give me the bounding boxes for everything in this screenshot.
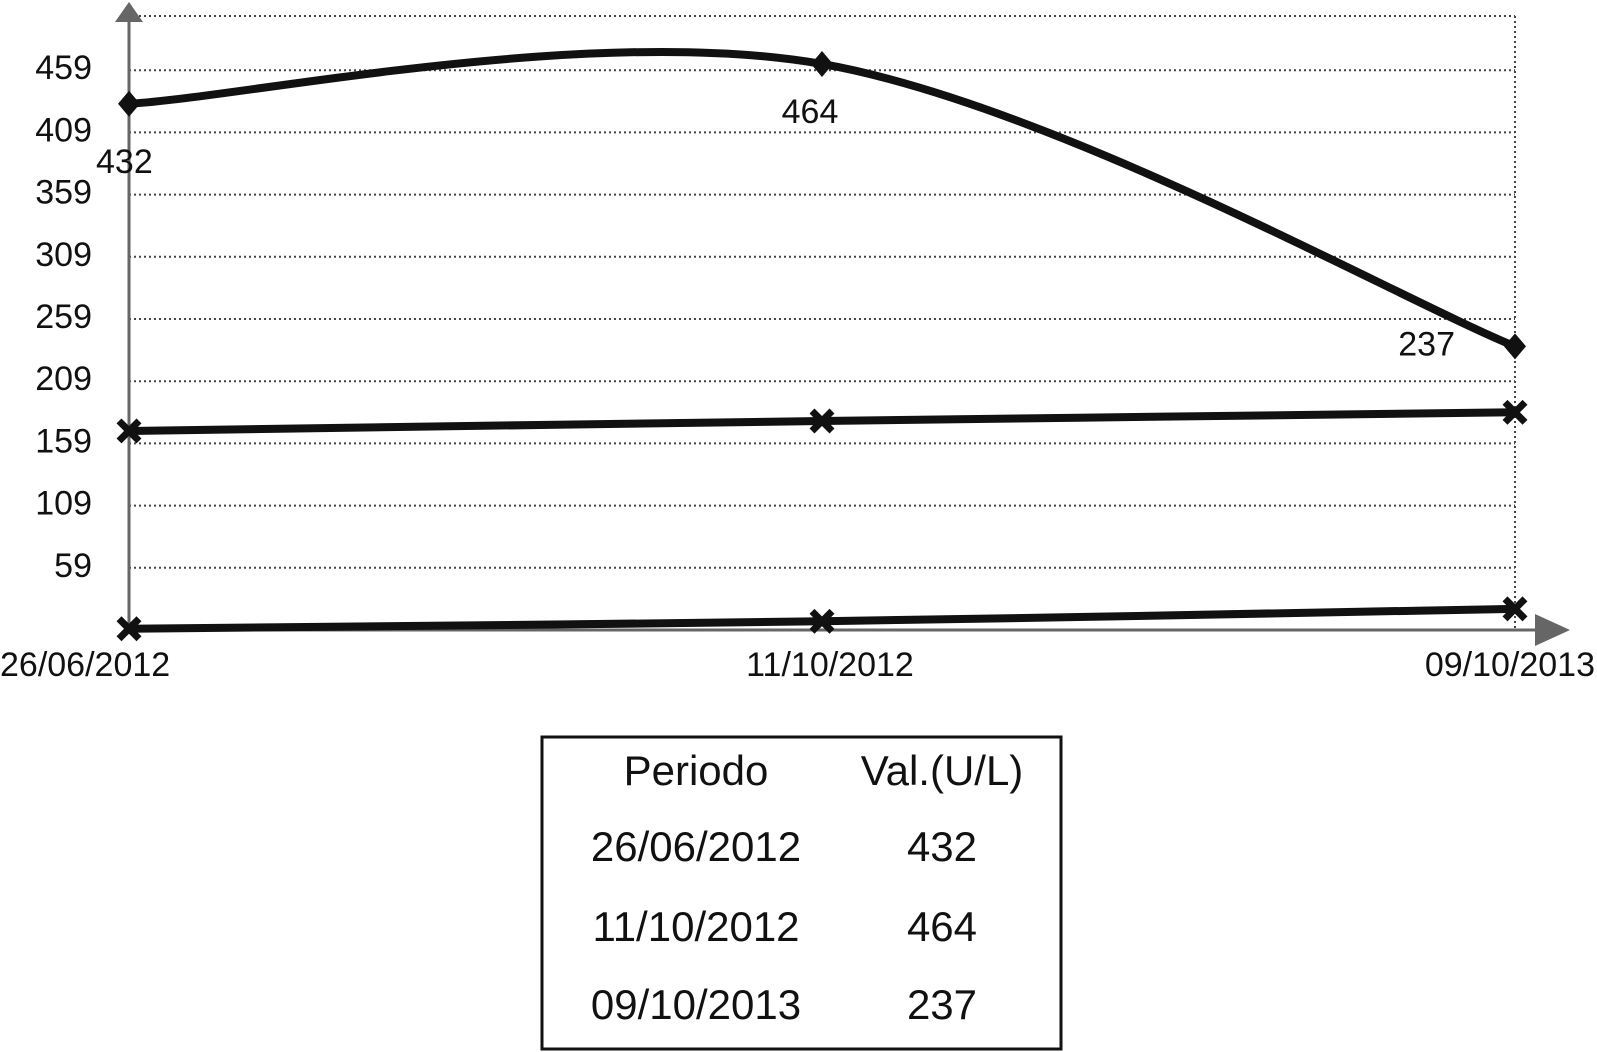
marker — [809, 608, 835, 634]
marker — [118, 90, 140, 117]
y-axis-arrow — [115, 2, 143, 22]
x-tick-label: 11/10/2012 — [746, 646, 914, 684]
marker — [116, 418, 142, 444]
marker — [1504, 333, 1526, 360]
table-cell: 26/06/2012 — [591, 823, 801, 870]
table-frame — [540, 735, 1063, 1051]
data-label: 237 — [1398, 325, 1455, 363]
x-axis-arrow — [1535, 614, 1570, 646]
table-header: Val.(U/L) — [861, 747, 1024, 794]
y-tick-label: 359 — [35, 174, 92, 212]
table-cell: 11/10/2012 — [592, 903, 799, 950]
table-cell: 09/10/2013 — [591, 981, 801, 1028]
y-tick-label: 409 — [35, 111, 92, 149]
y-tick-label: 309 — [35, 236, 92, 274]
y-tick-label: 459 — [35, 49, 92, 87]
y-tick-label: 109 — [35, 485, 92, 523]
table-cell: 432 — [907, 823, 977, 870]
table-header: Periodo — [624, 747, 769, 794]
data-label: 432 — [96, 143, 153, 181]
marker — [1502, 596, 1528, 622]
marker — [1502, 399, 1528, 425]
data-label: 464 — [782, 93, 839, 131]
marker — [809, 408, 835, 434]
y-tick-label: 259 — [35, 298, 92, 336]
x-tick-label: 09/10/2013 — [1425, 646, 1595, 684]
y-tick-label: 59 — [54, 547, 92, 585]
table-cell: 237 — [907, 981, 977, 1028]
y-tick-label: 209 — [35, 360, 92, 398]
marker — [116, 616, 142, 642]
table-cell: 464 — [907, 903, 977, 950]
y-tick-label: 159 — [35, 422, 92, 460]
marker — [811, 50, 833, 77]
x-tick-label: 26/06/2012 — [0, 646, 170, 684]
